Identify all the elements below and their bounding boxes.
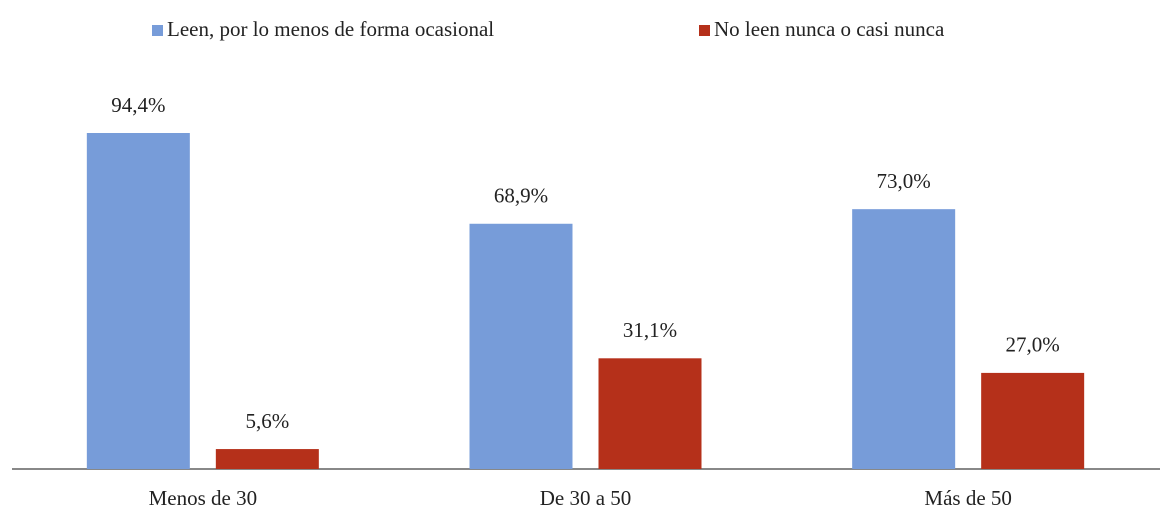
- legend-label: No leen nunca o casi nunca: [714, 17, 945, 41]
- value-label: 73,0%: [877, 169, 931, 193]
- value-label: 27,0%: [1006, 333, 1060, 357]
- bar: [86, 133, 190, 469]
- legend-label: Leen, por lo menos de forma ocasional: [167, 17, 494, 41]
- bar: [981, 372, 1085, 469]
- value-label: 68,9%: [494, 184, 548, 208]
- value-label: 5,6%: [245, 409, 289, 433]
- bar: [215, 449, 319, 469]
- bar: [598, 358, 702, 469]
- value-label: 94,4%: [111, 93, 165, 117]
- value-label: 31,1%: [623, 318, 677, 342]
- legend-swatch: [699, 25, 710, 36]
- bar: [852, 209, 956, 469]
- bar: [469, 223, 573, 469]
- x-tick-label: De 30 a 50: [540, 486, 632, 510]
- x-tick-label: Menos de 30: [149, 486, 258, 510]
- x-tick-label: Más de 50: [924, 486, 1012, 510]
- legend-swatch: [152, 25, 163, 36]
